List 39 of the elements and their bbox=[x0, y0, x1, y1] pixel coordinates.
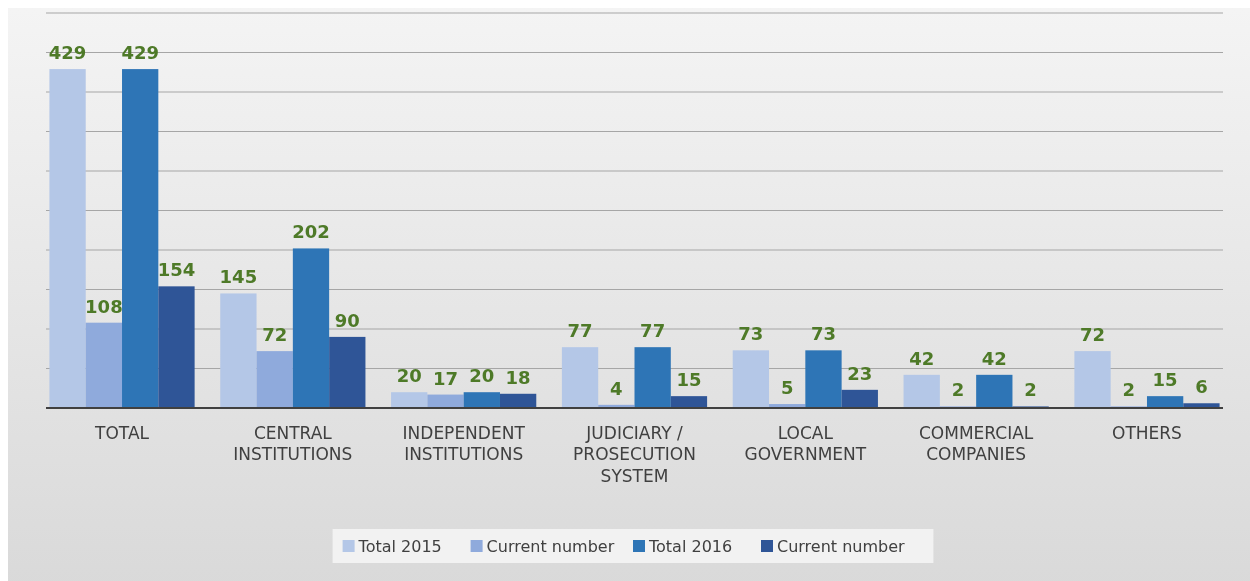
data-label: 42 bbox=[981, 347, 1007, 369]
data-label: 90 bbox=[334, 309, 360, 331]
data-label: 429 bbox=[48, 42, 87, 64]
data-label: 15 bbox=[676, 369, 702, 391]
data-label: 20 bbox=[469, 365, 495, 387]
legend-label: Total 2015 bbox=[357, 536, 442, 556]
x-tick-label: COMMERCIAL COMPANIES bbox=[919, 423, 1034, 465]
x-tick-label: INDEPENDENT INSTITUTIONS bbox=[402, 423, 526, 465]
data-label: 17 bbox=[432, 367, 459, 389]
data-label: 2 bbox=[951, 379, 965, 401]
legend-label: Current number bbox=[486, 536, 615, 556]
data-label: 73 bbox=[738, 323, 764, 345]
data-label: 2 bbox=[1024, 379, 1037, 401]
legend-label: Total 2016 bbox=[648, 536, 733, 556]
x-tick-label: JUDICIARY / PROSECUTION SYSTEM bbox=[573, 423, 696, 486]
x-tick-label: CENTRAL INSTITUTIONS bbox=[233, 423, 353, 465]
data-label: 2 bbox=[1122, 379, 1136, 401]
x-tick-label: LOCAL GOVERNMENT bbox=[744, 423, 867, 465]
data-label: 20 bbox=[396, 365, 422, 387]
data-label: 77 bbox=[567, 320, 593, 342]
data-label: 18 bbox=[505, 366, 531, 388]
data-label: 4 bbox=[610, 377, 623, 399]
data-label: 429 bbox=[121, 42, 159, 64]
data-label: 23 bbox=[847, 362, 873, 384]
data-label: 73 bbox=[810, 323, 837, 345]
data-label: 72 bbox=[262, 324, 288, 346]
legend-label: Current number bbox=[777, 536, 906, 556]
data-label: 108 bbox=[85, 295, 123, 317]
data-label: 15 bbox=[1152, 369, 1178, 391]
x-tick-label: TOTAL bbox=[94, 423, 150, 443]
data-label: 72 bbox=[1080, 324, 1106, 346]
data-label: 42 bbox=[909, 347, 935, 369]
data-label: 5 bbox=[780, 377, 794, 399]
data-label: 77 bbox=[640, 320, 666, 342]
data-label: 145 bbox=[219, 266, 258, 288]
data-label: 6 bbox=[1195, 376, 1208, 398]
data-label: 154 bbox=[157, 259, 196, 281]
data-label: 202 bbox=[292, 221, 330, 243]
x-tick-label: OTHERS bbox=[1112, 423, 1182, 443]
